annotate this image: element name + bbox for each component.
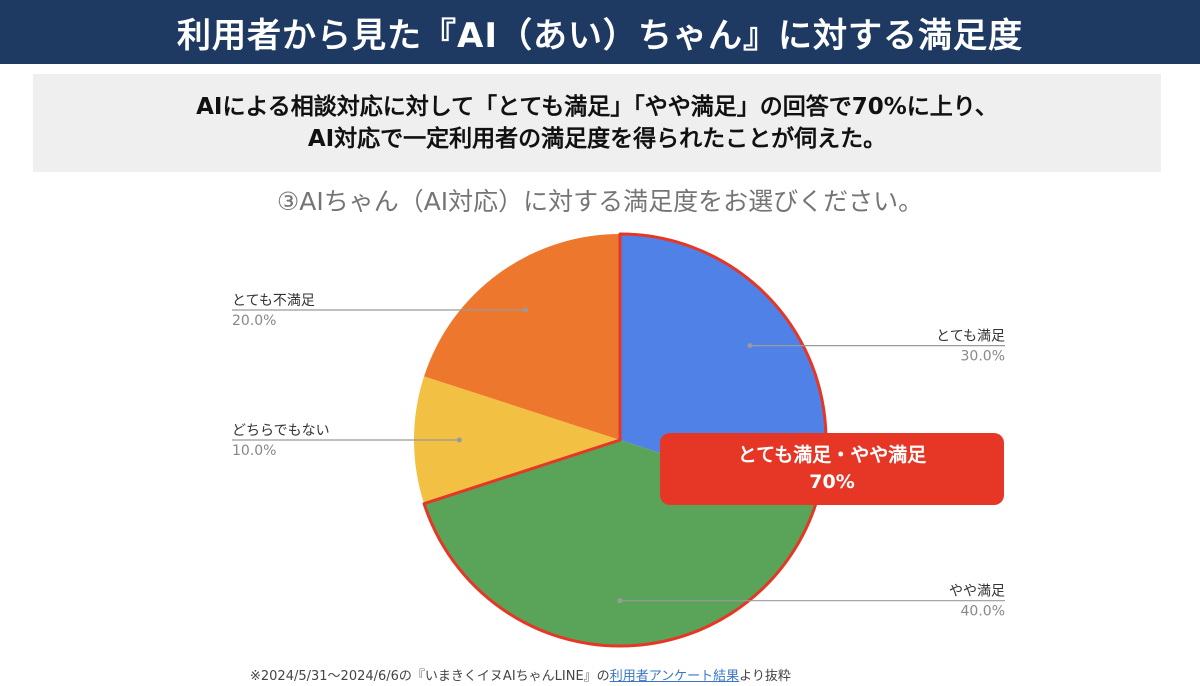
slice-label-very-satisfied: とても満足 [936, 329, 1005, 345]
slice-neutral [413, 376, 620, 504]
slice-value-very-dissatisfied: 20.0% [232, 313, 276, 329]
callout-label: とても満足・やや満足 [737, 444, 927, 466]
slice-labels: とても満足 30.0% やや満足 40.0% どちらでもない 10.0% とても不満足 20.… [232, 293, 1005, 620]
leader-lines [232, 307, 1005, 604]
callout-value: 70% [809, 471, 855, 493]
slice-very-dissatisfied [424, 234, 620, 440]
page-title: 利用者から見た『AI（あい）ちゃん』に対する満足度 [177, 15, 1023, 56]
highlight-callout: とても満足・やや満足 70% [660, 433, 1004, 505]
survey-results-link[interactable]: 利用者アンケート結果 [609, 669, 740, 684]
slice-value-very-satisfied: 30.0% [961, 349, 1005, 365]
slice-value-somewhat-satisfied: 40.0% [961, 604, 1005, 620]
footnote: ※2024/5/31～2024/6/6の『いまきくイヌAIちゃんLINE』の利用… [250, 665, 791, 684]
slice-label-somewhat-satisfied: やや満足 [949, 584, 1005, 600]
summary-line-2: AI対応で一定利用者の満足度を得られたことが伺えた。 [307, 126, 887, 152]
summary-box: AIによる相談対応に対して「とても満足」「やや満足」の回答で70%に上り、 AI… [33, 74, 1161, 172]
slice-value-neutral: 10.0% [232, 443, 276, 459]
footnote-prefix: ※2024/5/31～2024/6/6の『いまきくイヌAIちゃんLINE』の [250, 669, 610, 684]
highlight-outline [422, 232, 828, 648]
chart-title: ③AIちゃん（AI対応）に対する満足度をお選びください。 [276, 187, 924, 216]
slice-label-very-dissatisfied: とても不満足 [232, 293, 315, 309]
summary-line-1: AIによる相談対応に対して「とても満足」「やや満足」の回答で70%に上り、 [196, 94, 998, 120]
header-bar: 利用者から見た『AI（あい）ちゃん』に対する満足度 [0, 0, 1200, 64]
footnote-suffix: より抜粋 [739, 669, 791, 684]
slice-label-neutral: どちらでもない [232, 423, 330, 439]
